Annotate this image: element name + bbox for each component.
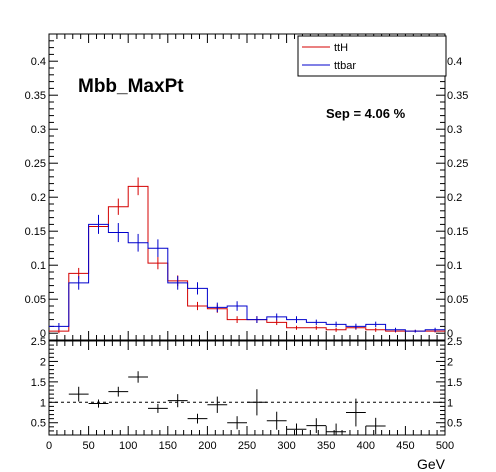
ratio-points <box>68 371 386 435</box>
x-tick-label: 50 <box>82 440 94 452</box>
legend-label-ttbar: ttbar <box>334 60 356 72</box>
ratio-y-tick-label-left: 2 <box>40 356 46 368</box>
y-tick-label-right: 0.15 <box>447 226 468 238</box>
y-tick-label-left: 0.05 <box>25 294 46 306</box>
ratio-ticks: 0.5 0.5 1 1 1.5 1.5 2 2 2.5 2.5 0 50 100 150 200 250 300… <box>31 336 463 452</box>
y-tick-label-right: 0.1 <box>447 260 462 272</box>
y-tick-label-right: 0.2 <box>447 192 462 204</box>
legend: ttH ttbar <box>297 35 447 77</box>
main-series <box>49 177 445 334</box>
ratio-point <box>187 413 208 424</box>
ratio-point <box>326 423 346 435</box>
main-ticks: 0 0 0.05 0.05 0.1 0.1 0.15 0.15 0.2 0.2 0.25 0.25 0.… <box>25 34 468 340</box>
ratio-point <box>266 411 287 430</box>
y-tick-label-right: 0.35 <box>447 90 468 102</box>
ratio-point <box>148 403 168 413</box>
x-tick-label: 200 <box>198 440 216 452</box>
y-tick-label-left: 0.4 <box>31 56 46 68</box>
x-tick-label: 0 <box>46 440 52 452</box>
ratio-y-tick-label-left: 1 <box>40 397 46 409</box>
ratio-point <box>68 386 89 402</box>
x-tick-label: 350 <box>317 440 335 452</box>
x-tick-label: 400 <box>357 440 375 452</box>
ratio-y-tick-label-right: 2 <box>447 356 453 368</box>
ratio-y-tick-label-right: 1.5 <box>447 377 462 389</box>
ratio-point <box>128 371 148 383</box>
y-tick-label-left: 0.35 <box>25 90 46 102</box>
ratio-y-tick-label-right: 0.5 <box>447 418 462 430</box>
y-tick-label-left: 0 <box>40 328 46 340</box>
chart-title: Mbb_MaxPt <box>78 76 184 97</box>
ratio-point <box>365 417 386 435</box>
ratio-point <box>227 416 247 430</box>
x-tick-label: 150 <box>159 440 177 452</box>
ratio-point <box>306 418 327 433</box>
x-tick-label: 500 <box>436 440 454 452</box>
ratio-plot-frame <box>48 340 446 436</box>
ratio-point <box>286 423 307 435</box>
ratio-y-tick-label-right: 2.5 <box>447 336 462 348</box>
x-tick-label: 300 <box>277 440 295 452</box>
y-tick-label-left: 0.3 <box>31 124 46 136</box>
y-tick-label-right: 0.3 <box>447 124 462 136</box>
y-tick-label-right: 0 <box>447 328 453 340</box>
y-tick-label-left: 0.1 <box>31 260 46 272</box>
y-tick-label-left: 0.15 <box>25 226 46 238</box>
histogram-line-tth <box>49 185 445 332</box>
ratio-point <box>247 389 267 416</box>
y-tick-label-right: 0.4 <box>447 56 462 68</box>
ratio-point <box>167 394 188 408</box>
legend-label-tth: ttH <box>334 42 348 54</box>
x-tick-label: 250 <box>238 440 256 452</box>
ratio-point <box>207 396 228 413</box>
ratio-y-tick-label-left: 1.5 <box>31 377 46 389</box>
legend-box <box>297 35 447 77</box>
ratio-frame <box>48 340 446 436</box>
histogram-line-ttbar <box>49 223 445 332</box>
y-tick-label-right: 0.05 <box>447 294 468 306</box>
x-tick-label: 100 <box>119 440 137 452</box>
ratio-y-tick-label-left: 2.5 <box>31 336 46 348</box>
separation-annotation: Sep = 4.06 % <box>326 106 406 121</box>
ratio-y-tick-label-left: 0.5 <box>31 418 46 430</box>
y-tick-label-left: 0.25 <box>25 158 46 170</box>
x-tick-label: 450 <box>396 440 414 452</box>
y-tick-label-left: 0.2 <box>31 192 46 204</box>
series-ttbar <box>49 214 445 333</box>
y-tick-label-right: 0.25 <box>447 158 468 170</box>
ratio-point <box>88 399 109 408</box>
ratio-point <box>108 386 129 397</box>
x-axis-label: GeV <box>417 456 446 472</box>
ratio-y-tick-label-right: 1 <box>447 397 453 409</box>
ratio-point <box>346 398 366 427</box>
